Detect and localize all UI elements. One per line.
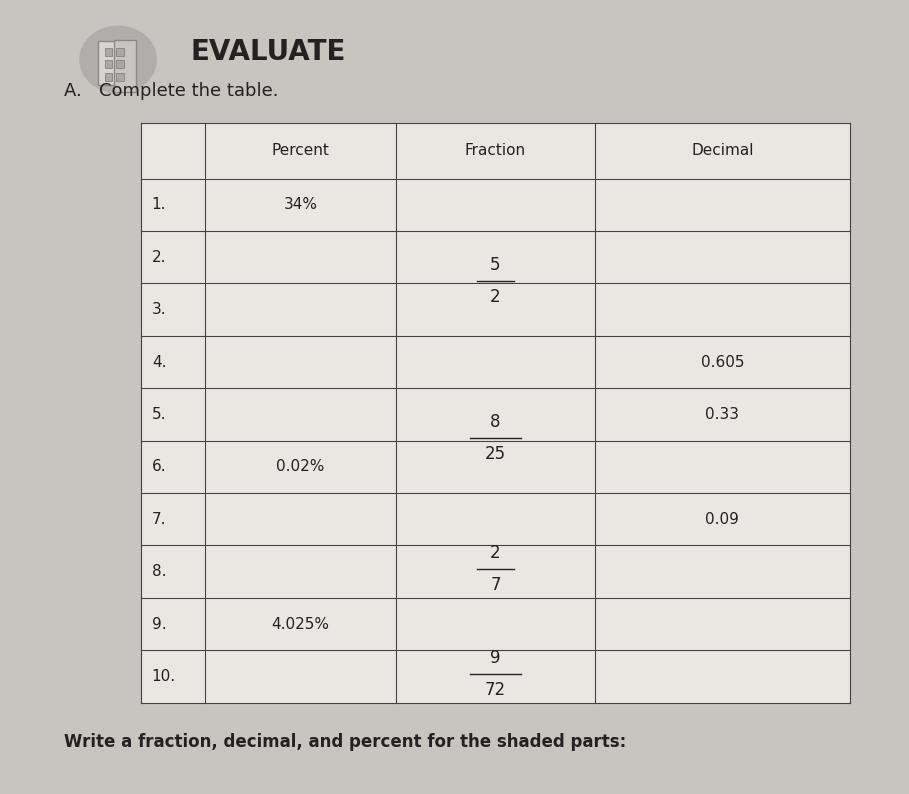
Text: Percent: Percent xyxy=(272,144,329,158)
Bar xyxy=(116,48,124,56)
Bar xyxy=(105,60,112,68)
Text: 72: 72 xyxy=(484,681,506,700)
Text: 9: 9 xyxy=(490,649,501,667)
Text: 3.: 3. xyxy=(152,303,166,317)
Bar xyxy=(105,73,112,81)
Text: 0.02%: 0.02% xyxy=(276,460,325,474)
Bar xyxy=(116,60,124,68)
Text: 7: 7 xyxy=(490,576,501,595)
Text: 7.: 7. xyxy=(152,512,166,526)
Text: 10.: 10. xyxy=(152,669,176,684)
Text: A.   Complete the table.: A. Complete the table. xyxy=(64,83,278,100)
Text: 6.: 6. xyxy=(152,460,166,474)
Text: Write a fraction, decimal, and percent for the shaded parts:: Write a fraction, decimal, and percent f… xyxy=(64,734,626,751)
Bar xyxy=(98,41,134,85)
Text: 2: 2 xyxy=(490,544,501,562)
Bar xyxy=(141,123,850,703)
Bar xyxy=(116,73,124,81)
Text: 0.09: 0.09 xyxy=(705,512,739,526)
Text: 25: 25 xyxy=(484,445,506,464)
Circle shape xyxy=(80,26,156,93)
Bar xyxy=(105,48,112,56)
Text: Fraction: Fraction xyxy=(464,144,526,158)
Text: EVALUATE: EVALUATE xyxy=(191,37,346,66)
Text: 9.: 9. xyxy=(152,617,166,631)
Text: 0.605: 0.605 xyxy=(701,355,744,369)
Text: 34%: 34% xyxy=(284,198,317,212)
Text: 8: 8 xyxy=(490,413,501,431)
Text: 0.33: 0.33 xyxy=(705,407,739,422)
Text: 4.025%: 4.025% xyxy=(272,617,329,631)
Text: 8.: 8. xyxy=(152,565,166,579)
Text: 4.: 4. xyxy=(152,355,166,369)
Text: 5.: 5. xyxy=(152,407,166,422)
Text: 1.: 1. xyxy=(152,198,166,212)
Bar xyxy=(114,40,136,92)
Text: 2.: 2. xyxy=(152,250,166,264)
Text: Decimal: Decimal xyxy=(691,144,754,158)
Text: 2: 2 xyxy=(490,288,501,306)
Text: 5: 5 xyxy=(490,256,501,274)
